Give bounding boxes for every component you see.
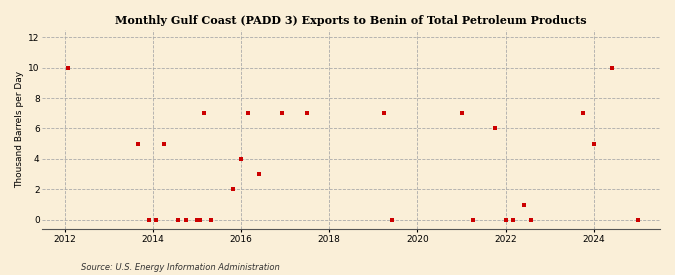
Point [302, 111, 313, 116]
Text: Source: U.S. Energy Information Administration: Source: U.S. Energy Information Administ… [81, 263, 279, 272]
Point [63, 65, 74, 70]
Point [228, 187, 239, 192]
Point [180, 218, 191, 222]
Point [206, 218, 217, 222]
Point [577, 111, 588, 116]
Point [173, 218, 184, 222]
Y-axis label: Thousand Barrels per Day: Thousand Barrels per Day [15, 71, 24, 188]
Point [133, 142, 144, 146]
Point [236, 157, 246, 161]
Point [519, 202, 530, 207]
Point [607, 65, 618, 70]
Point [199, 111, 210, 116]
Point [159, 142, 169, 146]
Point [379, 111, 389, 116]
Point [508, 218, 518, 222]
Point [489, 126, 500, 131]
Point [276, 111, 287, 116]
Point [243, 111, 254, 116]
Point [632, 218, 643, 222]
Point [589, 142, 599, 146]
Point [456, 111, 467, 116]
Point [254, 172, 265, 176]
Point [192, 218, 202, 222]
Point [386, 218, 397, 222]
Point [526, 218, 537, 222]
Point [144, 218, 155, 222]
Title: Monthly Gulf Coast (PADD 3) Exports to Benin of Total Petroleum Products: Monthly Gulf Coast (PADD 3) Exports to B… [115, 15, 587, 26]
Point [195, 218, 206, 222]
Point [500, 218, 511, 222]
Point [467, 218, 478, 222]
Point [151, 218, 161, 222]
